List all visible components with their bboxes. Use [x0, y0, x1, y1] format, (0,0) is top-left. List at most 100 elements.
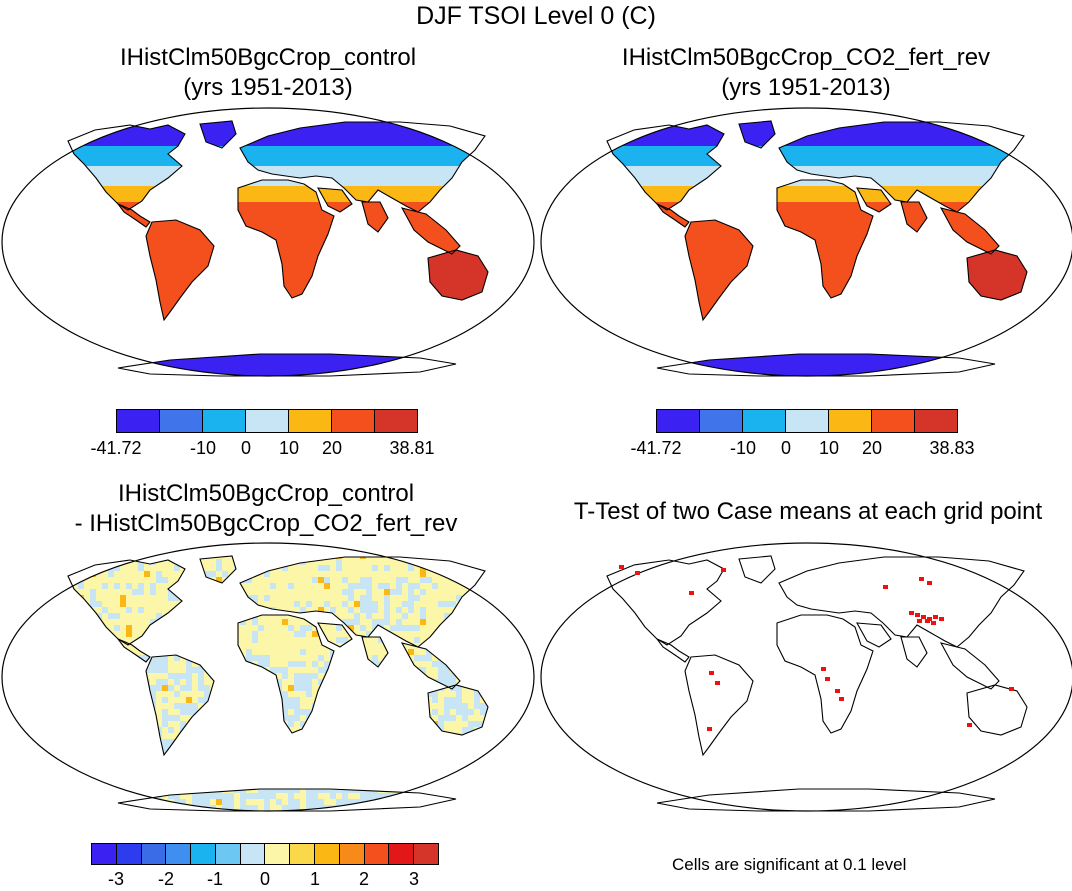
coastline-southAmerica [145, 654, 215, 757]
colorbar-label: -41.72 [630, 438, 681, 459]
significant-cell [635, 571, 640, 575]
colorbar-label: 20 [322, 438, 342, 459]
significant-cell [921, 615, 926, 619]
colorbar-swatch [413, 844, 438, 864]
colorbar-swatch [92, 844, 116, 864]
colorbar-swatch [657, 410, 699, 432]
map-border [540, 542, 1072, 812]
significant-cell [931, 621, 936, 625]
significant-cell [825, 677, 830, 681]
coastline-eurasia [239, 121, 486, 213]
colorbar-label: 10 [279, 438, 299, 459]
significant-cell [939, 617, 944, 621]
coastline-india [900, 636, 928, 668]
colorbar-swatch [742, 410, 785, 432]
colorbar-swatch [828, 410, 871, 432]
colorbar-swatch [202, 410, 245, 432]
coastline-antarctica [117, 353, 457, 377]
colorbar-label: 0 [260, 869, 270, 890]
coastline-southAmerica [684, 654, 754, 757]
coastline-arabia [317, 187, 353, 213]
coastline-centralAmerica [116, 637, 151, 663]
coastline-southAmerica [145, 219, 215, 322]
coastline-australia [427, 249, 489, 301]
colorbar-label: -10 [190, 438, 216, 459]
significant-cell [1009, 687, 1014, 691]
map-top-left [1, 107, 535, 377]
colorbar-label: 20 [862, 438, 882, 459]
coastline-eurasia [239, 556, 486, 648]
significant-cell [919, 577, 924, 581]
colorbar-swatch [338, 844, 364, 864]
map-bottom-left [1, 542, 535, 812]
significant-cell [715, 681, 720, 685]
coastline-northAmerica [67, 559, 186, 646]
coastline-africa [776, 614, 874, 734]
colorbar-label: 38.81 [389, 438, 434, 459]
colorbar-swatch [245, 410, 288, 432]
colorbar-swatch [190, 844, 215, 864]
coastline-antarctica [656, 788, 996, 812]
colorbar-label: 2 [359, 869, 369, 890]
panel-title-top-left: IHistClm50BgcCrop_control (yrs 1951-2013… [68, 43, 468, 103]
colorbar-label: -2 [158, 869, 174, 890]
colorbar-swatch [699, 410, 742, 432]
significant-cell [839, 697, 844, 701]
significant-cell [821, 667, 826, 671]
colorbar-swatch [374, 410, 417, 432]
significance-note: Cells are significant at 0.1 level [672, 855, 906, 875]
panel-title-line2: (yrs 1951-2013) [586, 73, 1026, 103]
coastline-africa [776, 179, 874, 299]
coastline-eurasia [778, 121, 1025, 213]
coastline-india [361, 201, 389, 233]
coastline-greenland [199, 120, 237, 149]
colorbar-label: 38.83 [929, 438, 974, 459]
colorbar-swatch [117, 410, 159, 432]
coastline-eurasia [778, 556, 1025, 648]
colorbar-label: 0 [241, 438, 251, 459]
colorbar-label: 10 [819, 438, 839, 459]
significant-cell [709, 671, 714, 675]
land-australia [428, 250, 488, 300]
coastline-greenland [738, 120, 776, 149]
colorbar-swatch [314, 844, 339, 864]
coastline-northAmerica [606, 559, 725, 646]
coastline-greenland [738, 555, 776, 584]
significant-cell [967, 723, 972, 727]
coastline-northAmerica [606, 124, 725, 211]
colorbar-swatch [239, 844, 265, 864]
significant-cell [707, 727, 712, 731]
colorbar-bottom-left [91, 843, 439, 865]
map-border [540, 107, 1072, 377]
significant-cell [927, 581, 932, 585]
significant-cell [933, 615, 938, 619]
coastline-antarctica [656, 353, 996, 377]
coastline-arabia [856, 187, 892, 213]
colorbar-top-right [656, 409, 958, 433]
coastline-australia [966, 684, 1028, 736]
significant-cell [689, 591, 694, 595]
significant-cell [915, 613, 920, 617]
colorbar-swatch [363, 844, 389, 864]
coastline-africa [237, 614, 335, 734]
colorbar-swatch [388, 844, 414, 864]
colorbar-label: 3 [409, 869, 419, 890]
significant-cell [883, 585, 888, 589]
coastline-india [361, 636, 389, 668]
coastline-arabia [856, 622, 892, 648]
coastline-northAmerica [67, 124, 186, 211]
colorbar-swatch [264, 844, 290, 864]
colorbar-swatch [331, 410, 374, 432]
colorbar-swatch [159, 410, 202, 432]
land-northAmerica [68, 125, 185, 210]
figure-title: DJF TSOI Level 0 (C) [0, 2, 1072, 31]
colorbar-label: -3 [108, 869, 124, 890]
significant-cell [917, 619, 922, 623]
colorbar-top-left [116, 409, 418, 433]
map-top-right [540, 107, 1072, 377]
colorbar-swatch [288, 410, 331, 432]
colorbar-swatch [914, 410, 957, 432]
coastline-antarctica [117, 788, 457, 812]
map-border [1, 107, 535, 377]
panel-title-line1: IHistClm50BgcCrop_control [68, 43, 468, 73]
